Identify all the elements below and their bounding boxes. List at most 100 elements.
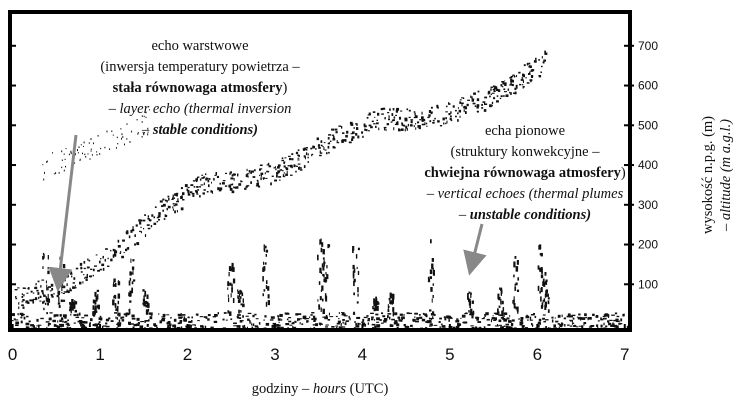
echo-speckle (499, 97, 502, 100)
echo-speckle (323, 274, 325, 278)
echo-speckle (292, 321, 295, 324)
echo-speckle (139, 221, 142, 225)
echo-speckle (214, 314, 218, 317)
echo-speckle (357, 322, 360, 326)
echo-speckle (327, 145, 330, 149)
echo-speckle (94, 323, 99, 327)
echo-speckle (449, 117, 452, 121)
echo-speckle (236, 325, 241, 328)
echo-speckle (404, 325, 409, 328)
echo-speckle (116, 136, 118, 139)
echo-speckle (371, 318, 374, 321)
echo-speckle (144, 290, 147, 294)
echo-speckle (404, 118, 408, 122)
echo-speckle (205, 178, 208, 181)
echo-speckle (406, 108, 409, 111)
echo-speckle (282, 170, 284, 172)
echo-speckle (32, 301, 35, 304)
echo-speckle (467, 293, 469, 299)
echo-speckle (134, 234, 136, 238)
echo-speckle (322, 257, 325, 260)
echo-speckle (113, 253, 117, 257)
echo-speckle (483, 317, 485, 319)
echo-speckle (100, 258, 102, 260)
echo-speckle (70, 150, 72, 153)
echo-speckle (42, 301, 45, 304)
echo-speckle (66, 326, 69, 329)
echo-speckle (18, 306, 20, 310)
echo-speckle (117, 300, 120, 305)
x-tick-label: 4 (358, 345, 367, 364)
echo-speckle (73, 322, 76, 324)
echo-speckle (291, 166, 293, 169)
echo-speckle (415, 116, 418, 118)
echo-speckle (63, 169, 65, 172)
echo-speckle (521, 76, 523, 80)
echo-speckle (231, 190, 235, 194)
echo-speckle (199, 316, 204, 318)
echo-speckle (418, 314, 421, 316)
echo-speckle (276, 326, 281, 329)
echo-speckle (351, 136, 355, 139)
echo-speckle (445, 117, 448, 120)
echo-speckle (262, 177, 265, 179)
echo-speckle (544, 272, 547, 276)
echo-speckle (33, 325, 35, 328)
echo-speckle (129, 141, 131, 143)
echo-speckle (619, 323, 623, 325)
echo-speckle (341, 312, 345, 316)
echo-speckle (391, 113, 394, 117)
echo-speckle (327, 319, 331, 321)
echo-speckle (71, 299, 74, 303)
echo-speckle (553, 327, 558, 329)
echo-speckle (353, 327, 356, 329)
echo-speckle (295, 313, 299, 316)
echo-speckle (494, 85, 497, 88)
echo-speckle (516, 86, 518, 89)
echo-speckle (156, 221, 159, 223)
echo-speckle (533, 313, 535, 315)
echo-speckle (459, 99, 462, 101)
echo-speckle (374, 306, 377, 311)
echo-speckle (322, 308, 325, 315)
echo-speckle (310, 314, 313, 316)
echo-speckle (430, 239, 432, 244)
echo-speckle (344, 139, 346, 142)
echo-speckle (610, 324, 615, 327)
echo-speckle (35, 286, 38, 290)
echo-speckle (70, 152, 72, 155)
echo-speckle (355, 123, 358, 125)
echo-speckle (149, 316, 153, 320)
echo-speckle (475, 316, 479, 319)
echo-speckle (99, 153, 101, 155)
echo-speckle (74, 162, 76, 164)
echo-speckle (131, 314, 135, 318)
echo-speckle (148, 319, 150, 322)
echo-speckle (199, 178, 202, 181)
echo-speckle (92, 268, 95, 272)
echo-speckle (374, 300, 377, 307)
echo-speckle (342, 314, 346, 316)
echo-speckle (305, 147, 308, 149)
echo-speckle (321, 285, 324, 291)
echo-speckle (192, 194, 195, 197)
y-tick-label: 200 (638, 238, 658, 252)
echo-speckle (414, 316, 416, 318)
echo-speckle (162, 313, 166, 317)
echo-speckle (471, 327, 475, 329)
echo-speckle (92, 274, 94, 277)
echo-speckle (201, 177, 205, 179)
echo-speckle (456, 318, 459, 320)
echo-speckle (304, 156, 306, 160)
echo-speckle (176, 192, 179, 195)
echo-speckle (503, 319, 508, 322)
echo-speckle (225, 319, 228, 321)
echo-speckle (230, 318, 233, 321)
echo-speckle (72, 308, 74, 311)
echo-speckle (327, 244, 331, 248)
echo-speckle (144, 293, 147, 297)
x-tick-label: 3 (270, 345, 279, 364)
echo-speckle (159, 320, 163, 324)
echo-speckle (278, 321, 280, 324)
echo-speckle (608, 322, 612, 326)
